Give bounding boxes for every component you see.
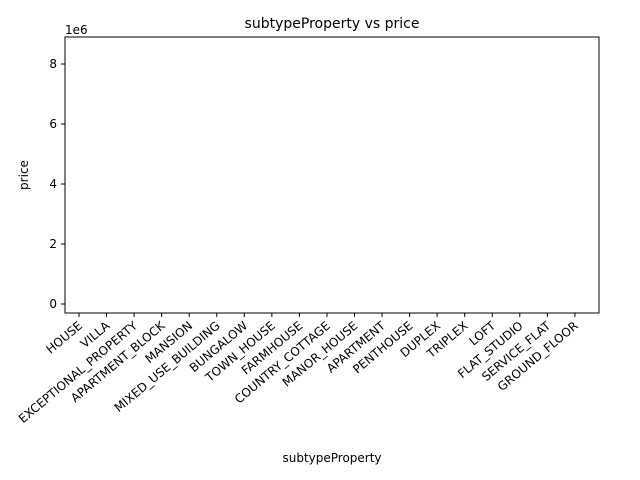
- y-tick-label: 8: [49, 57, 57, 71]
- y-tick-label: 4: [49, 177, 57, 191]
- y-tick-label: 0: [49, 297, 57, 311]
- x-tick-label: HOUSE: [43, 319, 85, 357]
- chart-title: subtypeProperty vs price: [245, 16, 420, 32]
- y-ticks: 0 2 4 6 8: [49, 57, 65, 311]
- y-tick-label: 6: [49, 117, 57, 131]
- x-ticks: HOUSEVILLAEXCEPTIONAL_PROPERTYAPARTMENT_…: [16, 313, 581, 426]
- x-axis-label: subtypeProperty: [282, 451, 381, 465]
- y-tick-label: 2: [49, 237, 57, 251]
- y-axis-label: price: [17, 160, 31, 190]
- y-offset-label: 1e6: [65, 23, 88, 37]
- plot-frame: [64, 36, 600, 314]
